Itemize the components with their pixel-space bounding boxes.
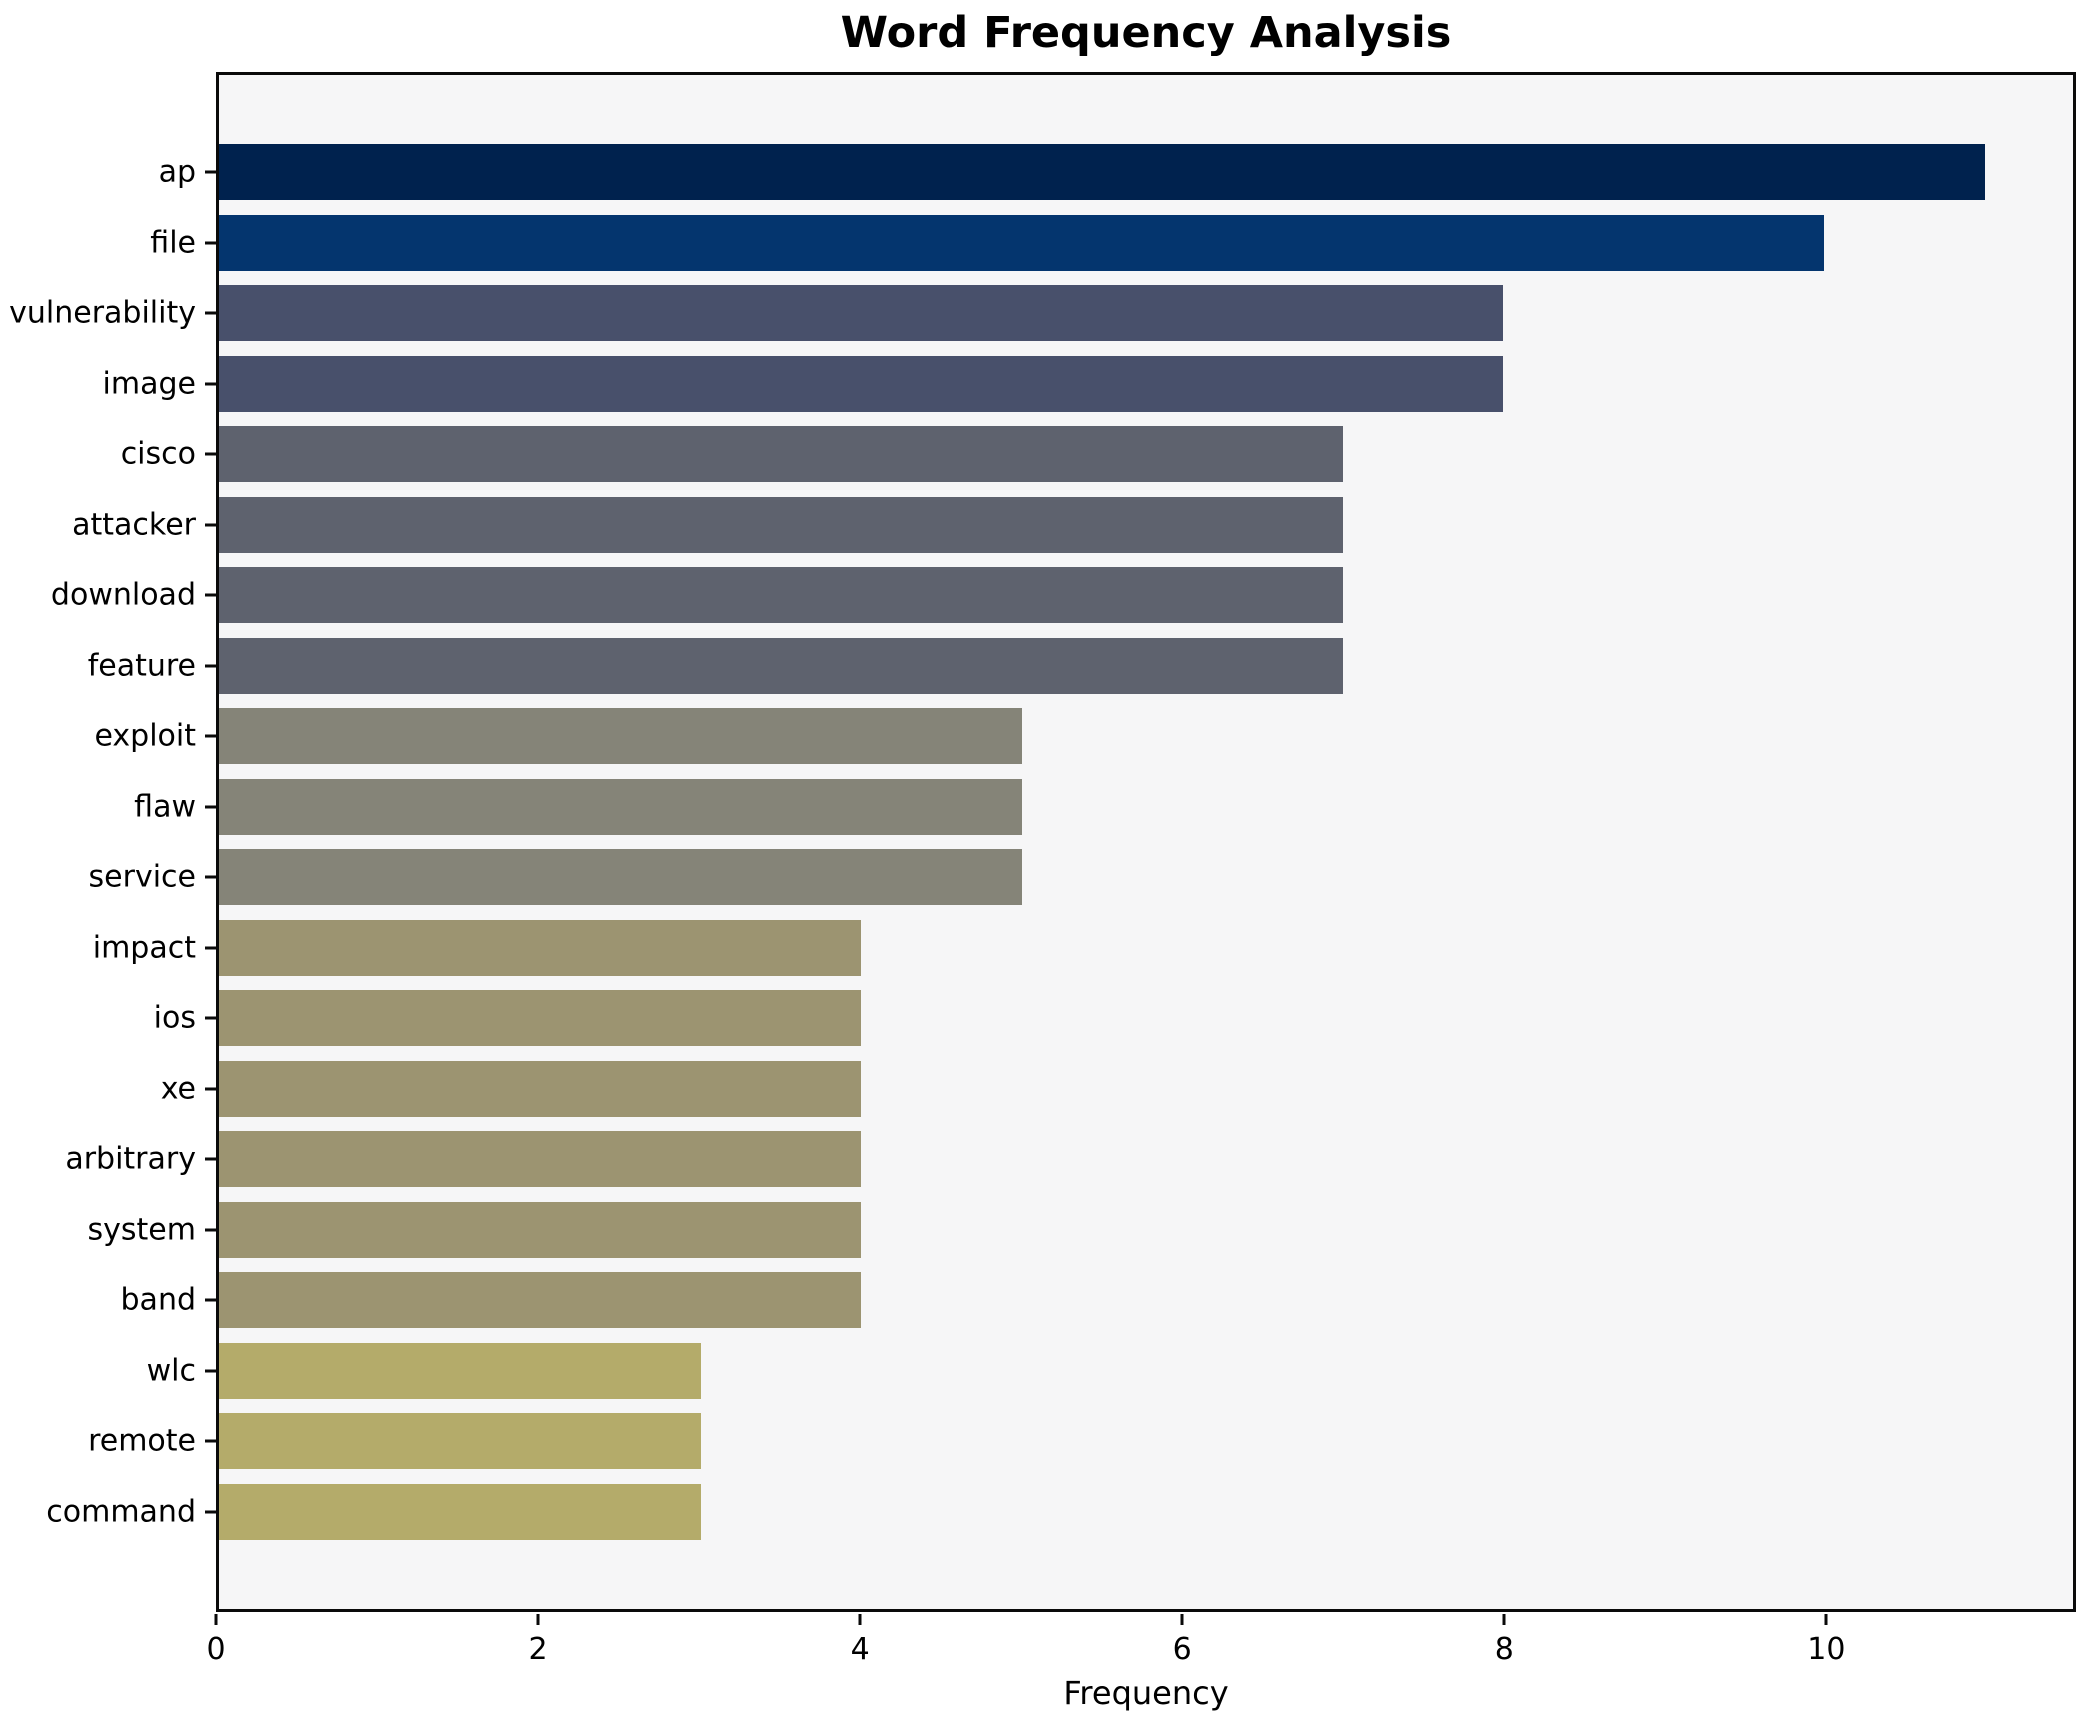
bar (219, 919, 862, 976)
y-tick-label: vulnerability (9, 295, 196, 331)
y-tick-mark (204, 1510, 216, 1514)
x-tick-label: 2 (528, 1632, 548, 1667)
y-tick-mark (204, 734, 216, 738)
bar (219, 1483, 701, 1540)
bar-row: vulnerability (9, 278, 2073, 349)
bar (219, 355, 1504, 412)
y-tick-label: attacker (72, 507, 196, 543)
bar (219, 849, 1022, 906)
bar (219, 144, 1985, 201)
x-tick-mark (858, 1614, 862, 1625)
chart-title: Word Frequency Analysis (840, 8, 1452, 58)
x-tick-label: 0 (206, 1632, 226, 1667)
y-tick-mark (204, 170, 216, 174)
bar (219, 778, 1022, 835)
x-tick-mark (536, 1614, 540, 1625)
plot-area: ap file vulnerability image cisco attacker dow… (9, 72, 2076, 1612)
bar-row: service (89, 842, 2073, 913)
x-axis: Frequency 0 2 4 6 8 10 (206, 1612, 2076, 1722)
x-tick-mark (1824, 1614, 1828, 1625)
y-tick-mark (204, 664, 216, 668)
y-tick-mark (204, 1369, 216, 1373)
y-tick-label: ap (158, 154, 196, 190)
y-tick-mark (204, 1157, 216, 1161)
x-tick-mark (214, 1614, 218, 1625)
x-tick-label: 10 (1807, 1632, 1846, 1667)
y-tick-mark (204, 523, 216, 527)
y-tick-label: download (50, 577, 196, 613)
y-tick-label: system (87, 1212, 196, 1248)
x-tick-mark (1180, 1614, 1184, 1625)
bar-row: band (121, 1265, 2073, 1336)
y-tick-mark (204, 1439, 216, 1443)
bar (219, 1342, 701, 1399)
y-tick-label: command (46, 1494, 196, 1530)
y-tick-label: ios (153, 1000, 196, 1036)
y-tick-label: flaw (134, 789, 196, 825)
bar (219, 567, 1343, 624)
x-tick-mark (1502, 1614, 1506, 1625)
bar-row: flaw (134, 772, 2073, 843)
x-axis-label: Frequency (1063, 1674, 1229, 1712)
bar-row: download (51, 560, 2073, 631)
y-tick-mark (204, 241, 216, 245)
bar (219, 637, 1343, 694)
bar-row: file (150, 208, 2073, 279)
bar-row: command (46, 1477, 2073, 1548)
y-tick-label: remote (88, 1423, 196, 1459)
bar (219, 1131, 862, 1188)
bar-row: cisco (121, 419, 2073, 490)
bar-row: arbitrary (65, 1124, 2073, 1195)
y-tick-label: band (120, 1282, 196, 1318)
y-tick-mark (204, 946, 216, 950)
y-tick-mark (204, 1016, 216, 1020)
bar-row: attacker (72, 490, 2073, 561)
y-tick-label: arbitrary (65, 1141, 196, 1177)
bar-row: exploit (94, 701, 2073, 772)
bar (219, 285, 1504, 342)
bar (219, 426, 1343, 483)
y-tick-mark (204, 1298, 216, 1302)
bar-row: xe (161, 1054, 2073, 1125)
y-tick-label: feature (87, 648, 196, 684)
y-tick-label: xe (160, 1071, 196, 1107)
y-tick-label: service (88, 859, 196, 895)
y-tick-label: wlc (146, 1353, 196, 1389)
bar-row: ap (159, 137, 2073, 208)
y-tick-label: image (102, 366, 196, 402)
bar (219, 496, 1343, 553)
bar-row: impact (93, 913, 2073, 984)
bar (219, 708, 1022, 765)
y-tick-label: cisco (120, 436, 196, 472)
bar (219, 1413, 701, 1470)
y-tick-label: exploit (94, 718, 196, 754)
bar (219, 214, 1825, 271)
y-tick-mark (204, 311, 216, 315)
y-tick-label: file (150, 225, 196, 261)
bar-row: wlc (147, 1336, 2073, 1407)
x-tick-label: 6 (1172, 1632, 1192, 1667)
bar (219, 1201, 862, 1258)
bar (219, 1272, 862, 1329)
y-tick-mark (204, 382, 216, 386)
y-tick-mark (204, 875, 216, 879)
y-tick-mark (204, 1087, 216, 1091)
bar-row: image (103, 349, 2073, 420)
x-tick-label: 4 (850, 1632, 870, 1667)
bar-row: feature (88, 631, 2073, 702)
bar (219, 990, 862, 1047)
y-tick-mark (204, 805, 216, 809)
bar-row: system (88, 1195, 2073, 1266)
y-tick-label: impact (92, 930, 196, 966)
x-tick-label: 8 (1494, 1632, 1514, 1667)
bar-row: ios (154, 983, 2073, 1054)
y-tick-mark (204, 1228, 216, 1232)
y-tick-mark (204, 452, 216, 456)
bar-row: remote (88, 1406, 2073, 1477)
y-tick-mark (204, 593, 216, 597)
bar (219, 1060, 862, 1117)
